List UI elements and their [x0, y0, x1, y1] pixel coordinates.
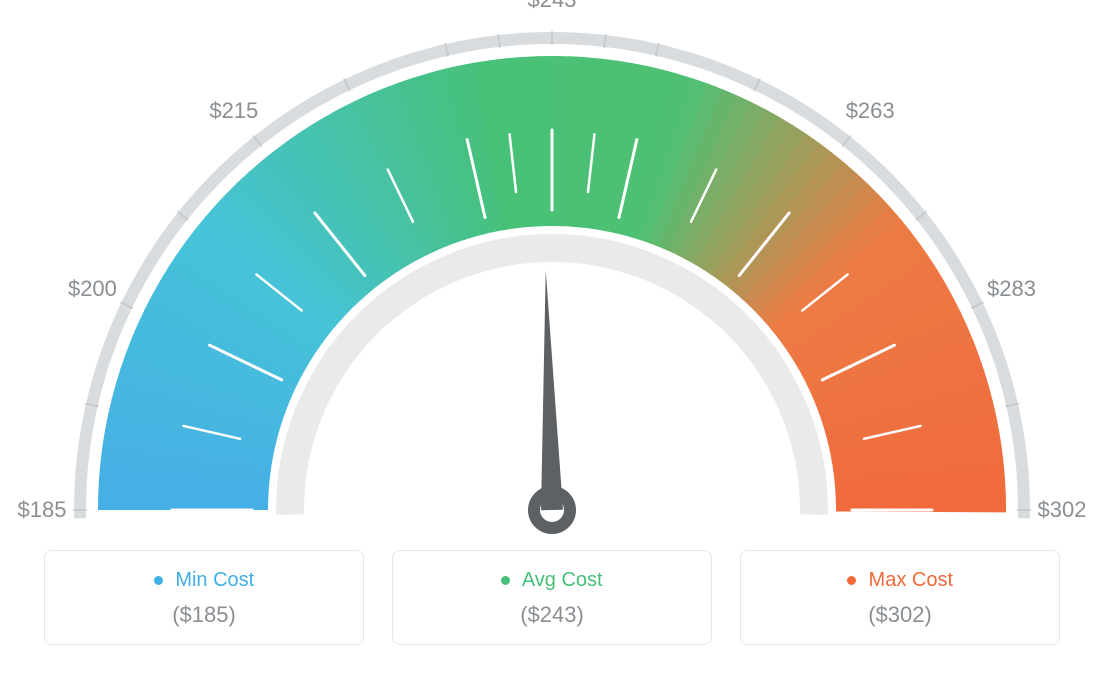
- max-cost-value: ($302): [751, 602, 1049, 628]
- avg-cost-dot: [501, 576, 510, 585]
- gauge-chart: $185 $200 $215 $243 $263 $283 $302: [0, 0, 1104, 560]
- min-cost-title: Min Cost: [55, 569, 353, 592]
- avg-cost-title: Avg Cost: [403, 569, 701, 592]
- gauge-tick-label: $200: [68, 276, 117, 302]
- summary-cards: Min Cost ($185) Avg Cost ($243) Max Cost…: [0, 550, 1104, 645]
- max-cost-dot: [847, 576, 856, 585]
- gauge-tick-label: $263: [846, 98, 895, 124]
- gauge-tick-label: $302: [1038, 497, 1087, 523]
- avg-cost-value: ($243): [403, 602, 701, 628]
- max-cost-label: Max Cost: [869, 569, 953, 591]
- avg-cost-card: Avg Cost ($243): [392, 550, 712, 645]
- gauge-tick-label: $215: [209, 98, 258, 124]
- min-cost-card: Min Cost ($185): [44, 550, 364, 645]
- max-cost-title: Max Cost: [751, 569, 1049, 592]
- min-cost-dot: [154, 576, 163, 585]
- max-cost-card: Max Cost ($302): [740, 550, 1060, 645]
- gauge-tick-label: $185: [18, 497, 67, 523]
- avg-cost-label: Avg Cost: [522, 569, 603, 591]
- min-cost-value: ($185): [55, 602, 353, 628]
- gauge-tick-label: $283: [987, 276, 1036, 302]
- min-cost-label: Min Cost: [175, 569, 254, 591]
- gauge-tick-label: $243: [528, 0, 577, 13]
- gauge-svg: [0, 0, 1104, 560]
